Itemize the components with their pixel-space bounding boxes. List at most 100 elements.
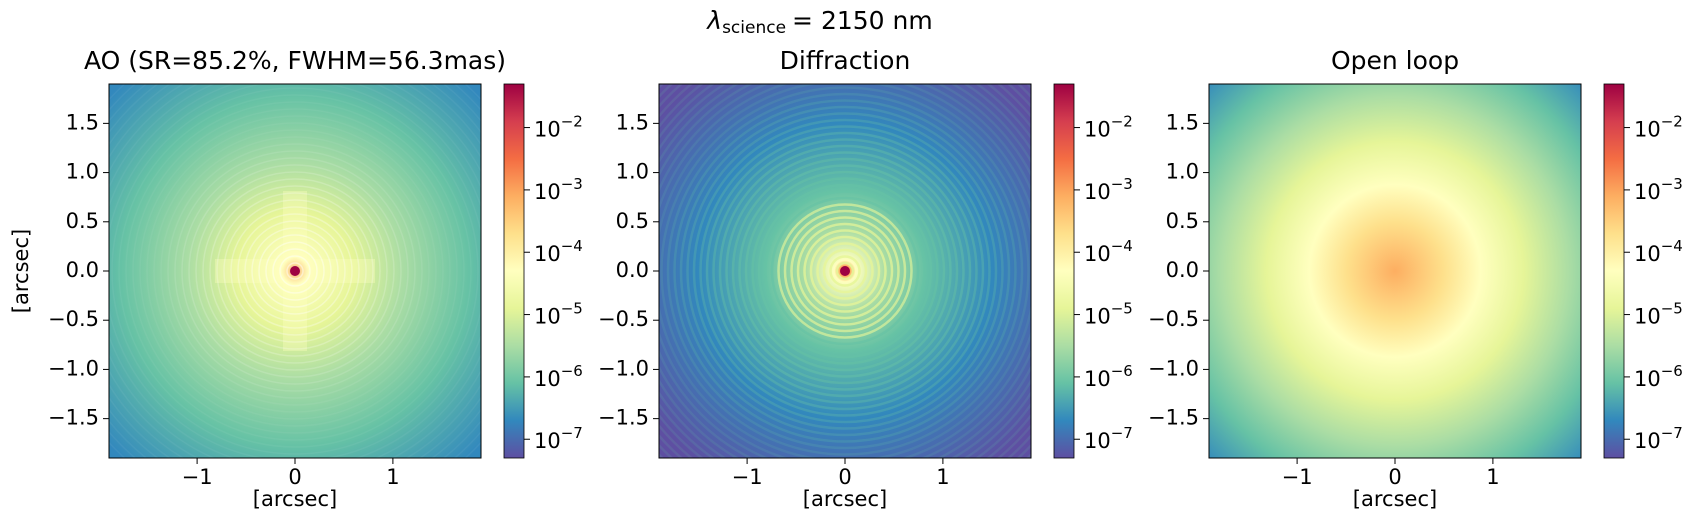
panel-title: AO (SR=85.2%, FWHM=56.3mas) bbox=[84, 46, 506, 75]
tick-exponent: −3 bbox=[561, 174, 583, 192]
x-axis-label: [arcsec] bbox=[253, 487, 337, 511]
psf-ring bbox=[195, 171, 395, 371]
y-tick-label: 0.0 bbox=[66, 258, 99, 282]
psf-ring bbox=[829, 255, 861, 287]
y-tick-label: 1.0 bbox=[66, 160, 99, 184]
psf-ring bbox=[132, 108, 458, 434]
psf-ring bbox=[757, 183, 933, 359]
tick-base: 10 bbox=[1084, 180, 1111, 204]
colorbar-tick-label: 10−6 bbox=[1084, 361, 1133, 391]
psf-ring bbox=[286, 262, 304, 280]
suptitle-subscript: science bbox=[722, 18, 786, 38]
tick-exponent: −4 bbox=[1111, 237, 1133, 255]
colorbar-tick-label: 10−5 bbox=[1084, 299, 1133, 329]
psf-ring bbox=[125, 101, 465, 441]
x-axis-label: [arcsec] bbox=[1353, 487, 1437, 511]
x-tick-label: 1 bbox=[1486, 465, 1499, 489]
y-tick-label: −1.5 bbox=[1148, 406, 1199, 430]
tick-exponent: −2 bbox=[561, 112, 583, 130]
tick-exponent: −3 bbox=[1661, 174, 1683, 192]
heatmap-image bbox=[109, 84, 481, 458]
tick-exponent: −6 bbox=[561, 361, 583, 379]
colorbar-tick-label: 10−5 bbox=[1634, 299, 1683, 329]
tick-exponent: −5 bbox=[1661, 299, 1683, 317]
tick-exponent: −4 bbox=[1661, 237, 1683, 255]
y-tick-label: 0.0 bbox=[616, 258, 649, 282]
y-tick-label: 1.0 bbox=[616, 160, 649, 184]
psf-ring bbox=[699, 125, 991, 417]
psf-core bbox=[840, 266, 850, 276]
psf-ring bbox=[770, 196, 920, 346]
psf-ring bbox=[712, 138, 978, 404]
y-tick-label: 0.5 bbox=[1166, 209, 1199, 233]
psf-ring bbox=[790, 216, 900, 326]
heatmap-image bbox=[1209, 84, 1581, 458]
tick-base: 10 bbox=[1084, 242, 1111, 266]
suptitle-text: = 2150 nm bbox=[792, 6, 933, 35]
psf-ring bbox=[705, 131, 985, 411]
colorbar-tick-label: 10−3 bbox=[534, 174, 583, 204]
psf-ring bbox=[731, 157, 959, 385]
psf-ring bbox=[216, 192, 374, 350]
tick-base: 10 bbox=[1634, 305, 1661, 329]
colorbar-tick-label: 10−7 bbox=[1084, 424, 1133, 454]
colorbar-tick-label: 10−6 bbox=[1634, 361, 1683, 391]
tick-base: 10 bbox=[534, 305, 561, 329]
colorbar-tick-label: 10−2 bbox=[1634, 112, 1683, 142]
psf-ring bbox=[718, 144, 972, 398]
psf-ring bbox=[764, 190, 926, 352]
psf-ring bbox=[725, 151, 965, 391]
psf-ring bbox=[237, 213, 353, 329]
colorbar-tick-label: 10−2 bbox=[534, 112, 583, 142]
x-axis-label: [arcsec] bbox=[803, 487, 887, 511]
psf-ring bbox=[822, 248, 868, 294]
y-tick-label: 0.0 bbox=[1166, 258, 1199, 282]
psf-ring bbox=[673, 99, 1017, 443]
tick-base: 10 bbox=[1634, 180, 1661, 204]
psf-ring bbox=[181, 157, 409, 385]
tick-exponent: −2 bbox=[1661, 112, 1683, 130]
psf-ring bbox=[111, 87, 479, 455]
psf-ring bbox=[146, 122, 444, 420]
colorbar bbox=[1053, 83, 1075, 459]
y-tick-label: 0.5 bbox=[66, 209, 99, 233]
psf-ring bbox=[835, 261, 855, 281]
tick-base: 10 bbox=[1634, 242, 1661, 266]
tick-base: 10 bbox=[534, 367, 561, 391]
colorbar-tick-label: 10−4 bbox=[1634, 237, 1683, 266]
y-axis-label: [arcsec] bbox=[9, 229, 33, 313]
psf-ring bbox=[803, 229, 887, 313]
psf-ring bbox=[272, 248, 318, 294]
panel-title: Open loop bbox=[1331, 46, 1459, 75]
x-tick-label: 0 bbox=[838, 465, 851, 489]
y-tick-label: −1.5 bbox=[48, 406, 99, 430]
x-tick-label: 0 bbox=[288, 465, 301, 489]
y-tick-label: −0.5 bbox=[48, 307, 99, 331]
y-tick-label: −0.5 bbox=[1148, 307, 1199, 331]
tick-base: 10 bbox=[1084, 367, 1111, 391]
psf-ring bbox=[796, 222, 894, 320]
y-tick-label: 1.5 bbox=[1166, 110, 1199, 134]
psf-ring bbox=[139, 115, 451, 427]
psf-ring bbox=[223, 199, 367, 343]
x-tick-label: −1 bbox=[1282, 465, 1313, 489]
tick-exponent: −4 bbox=[561, 237, 583, 255]
x-tick-label: 1 bbox=[936, 465, 949, 489]
psf-ring bbox=[118, 94, 472, 448]
colorbar-tick-label: 10−3 bbox=[1084, 174, 1133, 204]
tick-exponent: −5 bbox=[1111, 299, 1133, 317]
panel-title: Diffraction bbox=[780, 46, 911, 75]
tick-base: 10 bbox=[1084, 305, 1111, 329]
psf-core bbox=[290, 266, 300, 276]
colorbar-tick-label: 10−2 bbox=[1084, 112, 1133, 142]
y-tick-label: −1.0 bbox=[1148, 356, 1199, 380]
y-tick-label: 1.5 bbox=[616, 110, 649, 134]
psf-ring bbox=[744, 170, 946, 372]
y-tick-label: −1.0 bbox=[598, 356, 649, 380]
tick-base: 10 bbox=[534, 429, 561, 453]
psf-ring bbox=[783, 209, 907, 333]
psf-ring bbox=[279, 255, 311, 287]
psf-ring bbox=[265, 241, 325, 301]
psf-ring bbox=[738, 164, 952, 378]
